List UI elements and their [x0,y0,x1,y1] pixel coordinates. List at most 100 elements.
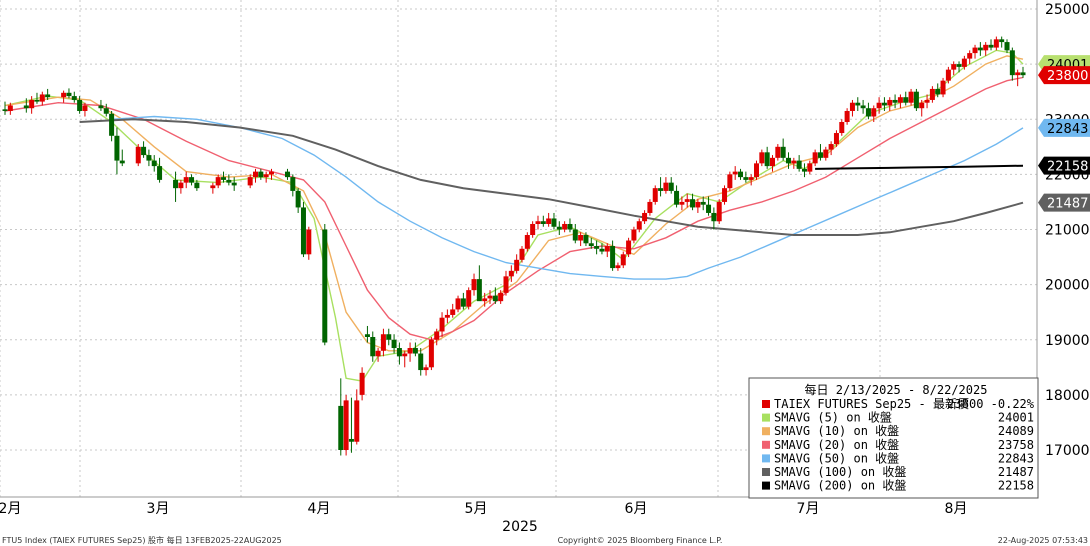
candle [535,215,541,230]
candle [727,171,733,191]
candle [194,179,200,191]
candle [860,99,866,114]
candle [450,303,456,318]
candle [471,273,477,296]
candle [631,226,637,244]
sma-line [815,164,1024,170]
candle [114,127,120,175]
candle [855,97,861,111]
candle [935,83,941,98]
candle [418,348,424,376]
candle [135,144,141,167]
candle [364,325,370,343]
candle [396,342,402,365]
candle [7,102,13,115]
candle [924,94,930,109]
candle [492,287,498,304]
candle [695,199,701,213]
candle [876,97,882,114]
candle [82,102,88,117]
candle [226,174,232,186]
candle [748,174,754,186]
candle [455,295,461,313]
footer-left: FTU5 Index (TAIEX FUTURES Sep25) 股市 每日 1… [2,535,282,545]
candles [2,36,1026,456]
candle [956,61,962,73]
y-tick-label: 21000 [1045,223,1090,239]
candle [732,166,738,180]
candle [215,174,221,189]
candle [967,50,973,65]
candle [594,240,600,255]
legend-value: 24001 [998,411,1034,425]
candle [738,168,744,180]
legend-entry: SMAVG (5) on 收盤 24001 [762,411,1034,425]
candle [444,309,450,324]
candle [551,212,557,230]
sma-line [111,115,1024,280]
candle [1009,47,1015,81]
candle [887,97,893,111]
svg-text:22158: 22158 [1047,160,1088,175]
candle [801,163,807,178]
candle [556,221,562,236]
candle [263,171,269,183]
candle [972,44,978,59]
candle [754,160,760,180]
candle [642,210,648,224]
price-tag: 21487 [1038,193,1090,212]
legend-header: 每日 2/13/2025 - 8/22/2025 [805,382,988,397]
y-tick-label: 20000 [1045,278,1090,294]
candle [23,98,29,113]
candle [865,102,871,120]
svg-text:23800: 23800 [1047,69,1088,84]
candle [626,237,632,258]
candle [402,350,408,368]
candle [407,342,413,362]
candle [961,55,967,70]
y-tick-label: 18000 [1045,388,1090,404]
candle [77,96,83,114]
candle [706,196,712,216]
candle [674,185,680,208]
price-tag: 23800 [1038,66,1090,85]
legend-box [748,377,1039,499]
candle [716,199,722,224]
candle [796,155,802,172]
footer-center: Copyright© 2025 Bloomberg Finance L.P. [558,536,723,545]
candle [338,378,344,456]
legend-swatch [762,400,770,408]
candle [919,99,925,117]
candle [1004,39,1010,54]
candle [71,91,77,103]
candle [39,91,45,106]
legend-entry: SMAVG (200) on 收盤 22158 [762,479,1034,493]
candle [791,157,797,169]
legend-swatch [762,440,770,449]
candle [231,177,237,191]
candle [503,270,509,296]
candle [322,223,328,346]
candle [599,243,605,255]
candle [109,110,115,142]
candle [588,237,594,249]
candle [306,226,312,260]
candle [663,177,669,194]
y-tick-label: 25000 [1045,2,1090,18]
candle [785,152,791,169]
candle [615,262,621,271]
candle [66,88,72,99]
candle [610,240,616,271]
candle [428,336,434,371]
candle [999,36,1005,48]
sma-line [79,118,1024,236]
legend-swatch [762,427,770,436]
legend-label: SMAVG (100) on 收盤 [774,465,906,479]
candle [658,177,664,197]
candle [354,389,360,445]
legend-label: SMAVG (20) on 收盤 [774,438,899,452]
candle [769,155,775,172]
